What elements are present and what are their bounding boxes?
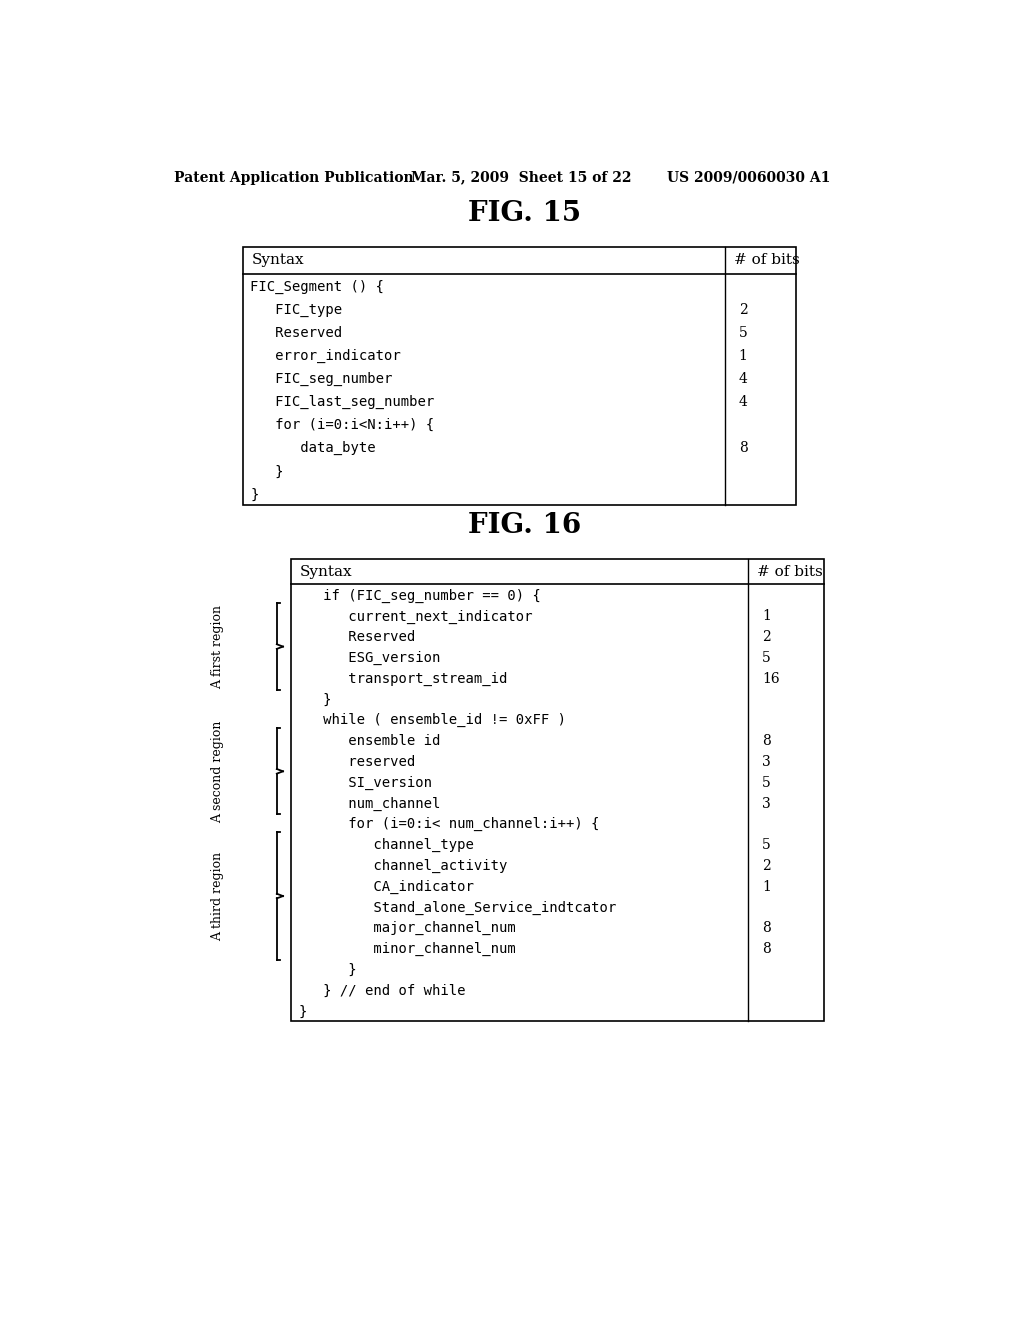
Text: 8: 8 <box>762 734 771 748</box>
Text: }: } <box>299 693 332 706</box>
Text: 2: 2 <box>762 859 771 873</box>
Text: error_indicator: error_indicator <box>251 348 401 363</box>
Text: major_channel_num: major_channel_num <box>299 921 516 936</box>
Text: ensemble id: ensemble id <box>299 734 441 748</box>
Text: # of bits: # of bits <box>734 253 800 268</box>
Text: if (FIC_seg_number == 0) {: if (FIC_seg_number == 0) { <box>299 589 542 603</box>
Text: 5: 5 <box>738 326 748 339</box>
Text: 1: 1 <box>762 610 771 623</box>
Text: Stand_alone_Service_indtcator: Stand_alone_Service_indtcator <box>299 900 616 915</box>
Text: 1: 1 <box>738 348 748 363</box>
Text: 5: 5 <box>762 651 771 665</box>
Text: CA_indicator: CA_indicator <box>299 879 474 894</box>
Text: FIG. 15: FIG. 15 <box>468 201 582 227</box>
Text: FIC_seg_number: FIC_seg_number <box>251 372 393 385</box>
Text: 8: 8 <box>738 441 748 455</box>
Text: transport_stream_id: transport_stream_id <box>299 672 508 686</box>
Text: 2: 2 <box>738 302 748 317</box>
Text: Reserved: Reserved <box>299 630 416 644</box>
Text: 8: 8 <box>762 921 771 936</box>
Text: num_channel: num_channel <box>299 796 441 810</box>
Text: reserved: reserved <box>299 755 416 770</box>
Text: data_byte: data_byte <box>251 441 376 455</box>
Text: 2: 2 <box>762 630 771 644</box>
Text: 5: 5 <box>762 776 771 789</box>
Text: 4: 4 <box>738 395 748 409</box>
Text: A first region: A first region <box>211 605 223 689</box>
Text: current_next_indicator: current_next_indicator <box>299 610 534 623</box>
Text: A third region: A third region <box>211 851 223 941</box>
Text: channel_activity: channel_activity <box>299 859 508 873</box>
Text: Syntax: Syntax <box>300 565 352 578</box>
Text: SI_version: SI_version <box>299 776 432 789</box>
Text: 8: 8 <box>762 942 771 956</box>
Text: FIG. 16: FIG. 16 <box>468 512 582 539</box>
Text: }: } <box>251 465 284 478</box>
Text: Reserved: Reserved <box>251 326 343 339</box>
Text: }: } <box>299 962 357 977</box>
Text: channel_type: channel_type <box>299 838 474 853</box>
Text: 3: 3 <box>762 755 771 770</box>
Text: US 2009/0060030 A1: US 2009/0060030 A1 <box>667 170 830 185</box>
Bar <box>291 558 824 1020</box>
Text: while ( ensemble_id != 0xFF ): while ( ensemble_id != 0xFF ) <box>299 713 566 727</box>
Text: FIC_Segment () {: FIC_Segment () { <box>251 280 384 293</box>
Text: }: } <box>299 1005 307 1019</box>
Text: } // end of while: } // end of while <box>299 983 466 998</box>
Text: minor_channel_num: minor_channel_num <box>299 942 516 956</box>
Text: A second region: A second region <box>211 721 223 822</box>
Bar <box>243 247 796 506</box>
Text: 1: 1 <box>762 879 771 894</box>
Text: for (i=0:i< num_channel:i++) {: for (i=0:i< num_channel:i++) { <box>299 817 600 832</box>
Text: Mar. 5, 2009  Sheet 15 of 22: Mar. 5, 2009 Sheet 15 of 22 <box>411 170 632 185</box>
Text: FIC_type: FIC_type <box>251 302 343 317</box>
Text: 4: 4 <box>738 372 748 385</box>
Text: Patent Application Publication: Patent Application Publication <box>174 170 414 185</box>
Text: for (i=0:i<N:i++) {: for (i=0:i<N:i++) { <box>251 418 435 432</box>
Text: 5: 5 <box>762 838 771 853</box>
Text: 3: 3 <box>762 796 771 810</box>
Text: FIC_last_seg_number: FIC_last_seg_number <box>251 395 435 409</box>
Text: Syntax: Syntax <box>252 253 304 268</box>
Text: ESG_version: ESG_version <box>299 651 441 665</box>
Text: 16: 16 <box>762 672 779 686</box>
Text: }: } <box>251 487 259 502</box>
Text: # of bits: # of bits <box>758 565 823 578</box>
